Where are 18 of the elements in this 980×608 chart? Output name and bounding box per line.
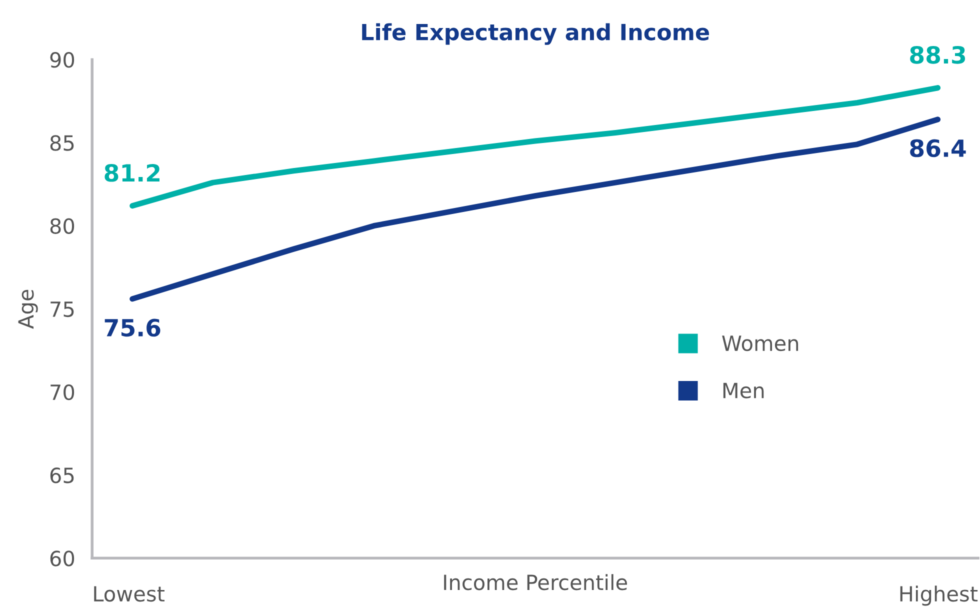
data-label: 86.4 (910, 139, 966, 158)
y-tick-label: 85 (50, 135, 74, 151)
y-axis-title: Age (18, 290, 38, 329)
y-tick-label: 80 (50, 218, 74, 234)
x-axis-title: Income Percentile (444, 574, 627, 590)
text: Lowest (94, 586, 164, 602)
text: Highest (900, 586, 978, 606)
legend-label: Men (723, 382, 764, 398)
y-tick-label: 60 (50, 550, 74, 566)
data-label: 88.3 (910, 46, 966, 64)
data-label: 81.2 (104, 164, 160, 182)
chart-title: Life Expectancy and Income (362, 23, 709, 45)
y-tick-label: 75 (50, 302, 74, 318)
legend-label: Women (722, 336, 798, 352)
y-tick-label: 90 (50, 52, 74, 68)
y-tick-label: 70 (50, 384, 74, 400)
y-tick-label: 65 (50, 468, 74, 484)
data-label: 75.6 (104, 318, 160, 337)
